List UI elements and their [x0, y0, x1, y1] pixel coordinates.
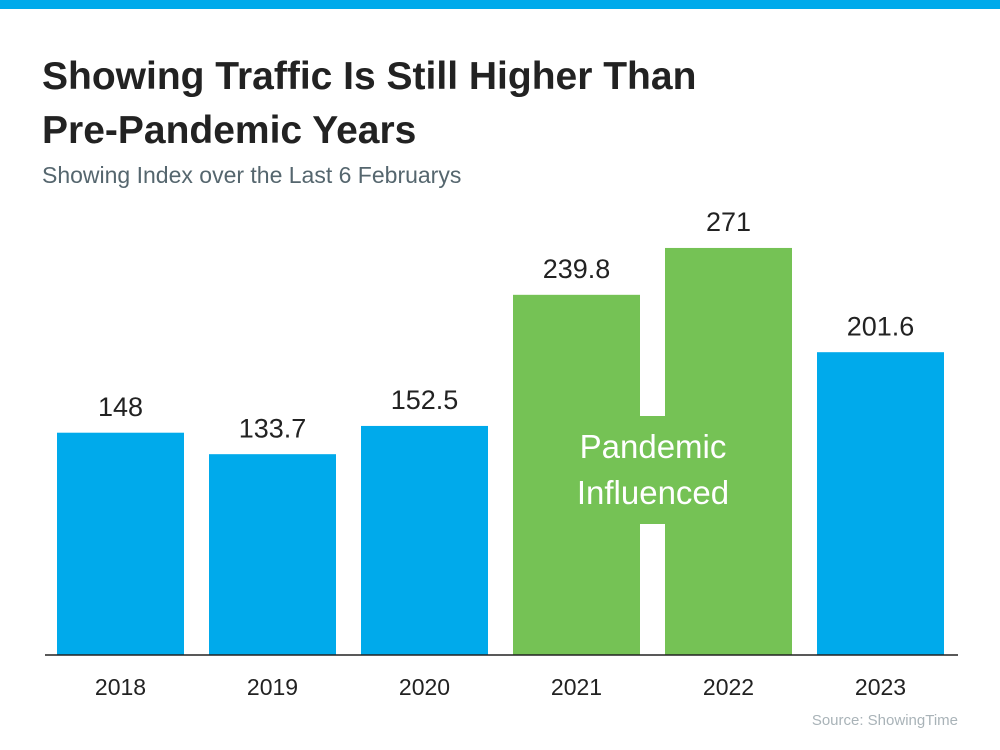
x-tick-label: 2022: [703, 674, 754, 700]
x-tick-label: 2023: [855, 674, 906, 700]
x-tick-label: 2019: [247, 674, 298, 700]
chart-subtitle: Showing Index over the Last 6 Februarys: [42, 162, 462, 188]
value-label: 133.7: [239, 413, 307, 443]
bar: [817, 352, 944, 655]
annotation: Pandemic Influenced: [555, 416, 751, 524]
value-label: 148: [98, 392, 143, 422]
x-tick-label: 2021: [551, 674, 602, 700]
x-tick-label: 2020: [399, 674, 450, 700]
top-bar: [0, 0, 1000, 9]
value-label: 201.6: [847, 311, 915, 341]
value-label: 239.8: [543, 254, 611, 284]
chart-title: Showing Traffic Is Still Higher Than Pre…: [42, 55, 697, 152]
bar: [209, 454, 336, 655]
x-tick-label: 2018: [95, 674, 146, 700]
value-label: 271: [706, 207, 751, 237]
bar: [57, 432, 184, 655]
bar: [361, 425, 488, 655]
source: Source: ShowingTime: [811, 712, 958, 729]
value-label: 152.5: [391, 385, 459, 415]
